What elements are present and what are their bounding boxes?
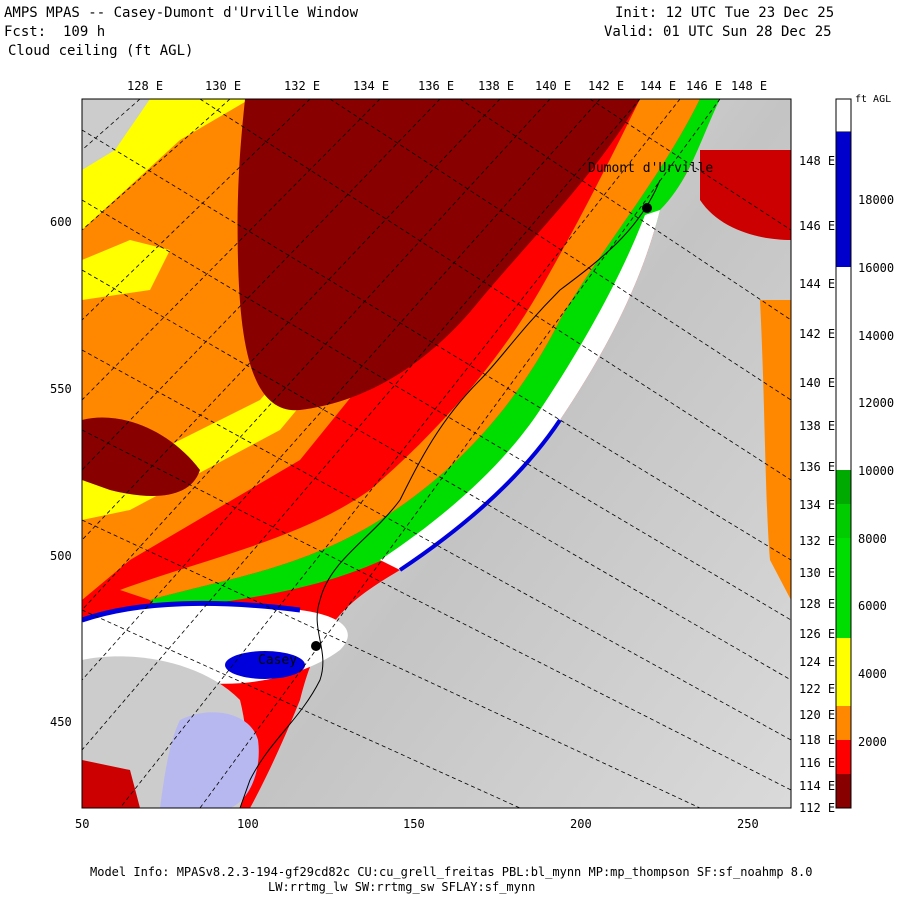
- colorbar-seg-orange: [836, 706, 851, 740]
- high-ceiling-edge: [398, 418, 562, 572]
- colorbar-seg-white: [836, 267, 851, 470]
- lon-label: 130 E: [205, 79, 242, 93]
- colorbar-seg-darkgreen: [836, 470, 851, 504]
- x-tick-label: 200: [570, 817, 592, 831]
- lon-label: 146 E: [686, 79, 723, 93]
- forecast-hour: Fcst: 109 h: [4, 24, 106, 40]
- right-lon-label: 118 E: [799, 733, 836, 747]
- high-ceiling-patch: [225, 651, 305, 679]
- right-lon-label: 116 E: [799, 756, 836, 770]
- x-tick-label: 250: [737, 817, 759, 831]
- x-tick-label: 100: [237, 817, 259, 831]
- colorbar-label: 12000: [858, 396, 895, 410]
- lon-label: 144 E: [640, 79, 677, 93]
- high-plateau-area: [160, 712, 259, 808]
- dumont-durville-marker: [642, 203, 652, 213]
- ceiling-band-east: [760, 300, 791, 600]
- colorbar-label: 2000: [858, 735, 887, 749]
- coastal-band-orange: [120, 99, 700, 600]
- model-info-line1: Model Info: MPASv8.2.3-194-gf29cd82c CU:…: [90, 865, 813, 879]
- right-lon-label: 136 E: [799, 460, 836, 474]
- model-info-line2: LW:rrtmg_lw SW:rrtmg_sw SFLAY:sf_mynn: [268, 880, 536, 894]
- lon-label: 132 E: [284, 79, 321, 93]
- colorbar-seg-green: [836, 504, 851, 538]
- lon-label: 128 E: [127, 79, 164, 93]
- right-lon-label: 128 E: [799, 597, 836, 611]
- colorbar-label: 8000: [858, 532, 887, 546]
- right-lon-label: 146 E: [799, 219, 836, 233]
- very-low-ceiling-area-2: [82, 417, 200, 496]
- right-lon-label: 144 E: [799, 277, 836, 291]
- low-ceiling-sw: [82, 760, 140, 808]
- valid-time: Valid: 01 UTC Sun 28 Dec 25: [604, 24, 832, 40]
- colorbar-units: ft AGL: [855, 94, 892, 105]
- colorbar-seg-lightgreen: [836, 538, 851, 638]
- right-lon-label: 124 E: [799, 655, 836, 669]
- coastline: [239, 179, 661, 808]
- y-tick-label: 600: [50, 215, 72, 229]
- right-lon-label: 132 E: [799, 534, 836, 548]
- low-ceiling-east: [700, 150, 791, 240]
- coastal-band-green: [150, 99, 720, 610]
- station-label-casey: Casey: [258, 653, 297, 668]
- y-tick-label: 550: [50, 382, 72, 396]
- x-tick-label: 50: [75, 817, 90, 831]
- colorbar-label: 4000: [858, 667, 887, 681]
- map-frame: [81, 98, 792, 809]
- colorbar-seg-white-top: [835, 98, 852, 133]
- init-time: Init: 12 UTC Tue 23 Dec 25: [615, 5, 835, 21]
- colorbar-seg-red: [836, 740, 851, 774]
- colorbar-seg-yellow: [836, 638, 851, 706]
- right-lon-label: 142 E: [799, 327, 836, 341]
- antarctic-ice-sheet: [250, 99, 791, 808]
- very-low-ceiling-area: [237, 99, 640, 411]
- no-ceiling-area: [82, 99, 150, 170]
- colorbar-label: 16000: [858, 261, 895, 275]
- colorbar-frame: [835, 98, 852, 809]
- right-lon-label: 112 E: [799, 801, 836, 815]
- casey-marker: [311, 641, 321, 651]
- colorbar-label: 10000: [858, 464, 895, 478]
- lon-label: 136 E: [418, 79, 455, 93]
- colorbar-seg-darkred: [836, 774, 851, 808]
- right-lon-label: 138 E: [799, 419, 836, 433]
- colorbar: [835, 98, 852, 809]
- product-title: AMPS MPAS -- Casey-Dumont d'Urville Wind…: [4, 5, 359, 21]
- colorbar-seg-blue: [836, 132, 851, 267]
- field-name: Cloud ceiling (ft AGL): [8, 43, 194, 59]
- colorbar-label: 18000: [858, 193, 895, 207]
- right-lon-label: 130 E: [799, 566, 836, 580]
- right-lon-label: 134 E: [799, 498, 836, 512]
- x-tick-label: 150: [403, 817, 425, 831]
- right-lon-label: 114 E: [799, 779, 836, 793]
- right-lon-label: 120 E: [799, 708, 836, 722]
- right-lon-label: 148 E: [799, 154, 836, 168]
- colorbar-label: 6000: [858, 599, 887, 613]
- y-tick-label: 500: [50, 549, 72, 563]
- graticule: [82, 99, 791, 808]
- y-tick-label: 450: [50, 715, 72, 729]
- ceiling-band-yellow-3: [82, 240, 170, 300]
- lon-label: 142 E: [588, 79, 625, 93]
- right-lon-label: 140 E: [799, 376, 836, 390]
- lon-label: 134 E: [353, 79, 390, 93]
- station-label-dumont: Dumont d'Urville: [588, 161, 713, 176]
- lon-label: 148 E: [731, 79, 768, 93]
- right-lon-label: 126 E: [799, 627, 836, 641]
- right-lon-label: 122 E: [799, 682, 836, 696]
- lon-label: 140 E: [535, 79, 572, 93]
- colorbar-label: 14000: [858, 329, 895, 343]
- blue-edge-casey: [82, 600, 301, 623]
- lon-label: 138 E: [478, 79, 515, 93]
